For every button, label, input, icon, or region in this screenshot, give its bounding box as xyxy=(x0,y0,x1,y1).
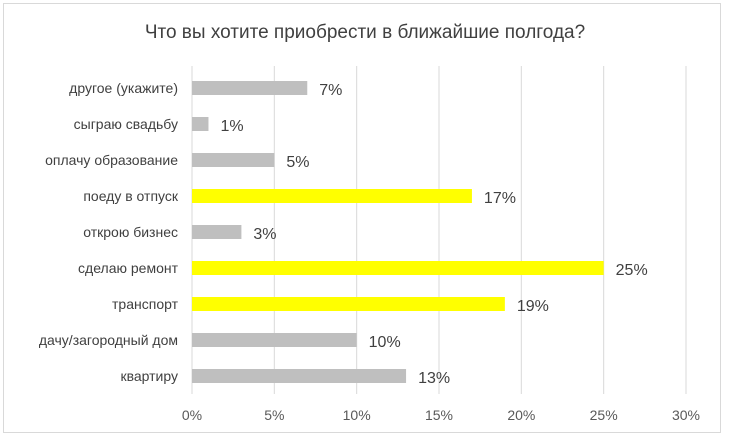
bar xyxy=(192,153,275,167)
bar xyxy=(192,117,209,131)
x-tick-label: 15% xyxy=(425,407,453,423)
data-label: 25% xyxy=(616,262,648,279)
data-label: 13% xyxy=(418,370,450,387)
bar xyxy=(192,81,308,95)
category-label: сделаю ремонт xyxy=(78,260,179,276)
data-label: 3% xyxy=(253,226,276,243)
category-label: другое (укажите) xyxy=(69,80,178,96)
x-tick-label: 30% xyxy=(672,407,700,423)
chart-frame xyxy=(3,3,721,433)
bar xyxy=(192,261,604,275)
category-label: квартиру xyxy=(120,368,178,384)
category-label: транспорт xyxy=(112,296,179,312)
x-tick-label: 5% xyxy=(264,407,284,423)
x-tick-label: 20% xyxy=(507,407,535,423)
bar xyxy=(192,369,407,383)
x-tick-label: 25% xyxy=(590,407,618,423)
category-label: поеду в отпуск xyxy=(83,188,179,204)
bar xyxy=(192,225,242,239)
category-label: оплачу образование xyxy=(45,152,178,168)
data-label: 7% xyxy=(319,82,342,99)
category-label: сыграю свадьбу xyxy=(74,116,178,132)
category-label: дачу/загородный дом xyxy=(39,332,178,348)
bar xyxy=(192,333,357,347)
data-label: 5% xyxy=(286,154,309,171)
data-label: 10% xyxy=(369,334,401,351)
data-label: 1% xyxy=(220,118,243,135)
data-label: 17% xyxy=(484,190,516,207)
x-tick-label: 0% xyxy=(182,407,202,423)
bar xyxy=(192,297,505,311)
bar xyxy=(192,189,472,203)
data-label: 19% xyxy=(517,298,549,315)
category-label: открою бизнес xyxy=(83,224,178,240)
x-tick-label: 10% xyxy=(343,407,371,423)
chart-title: Что вы хотите приобрести в ближайшие пол… xyxy=(144,22,586,43)
